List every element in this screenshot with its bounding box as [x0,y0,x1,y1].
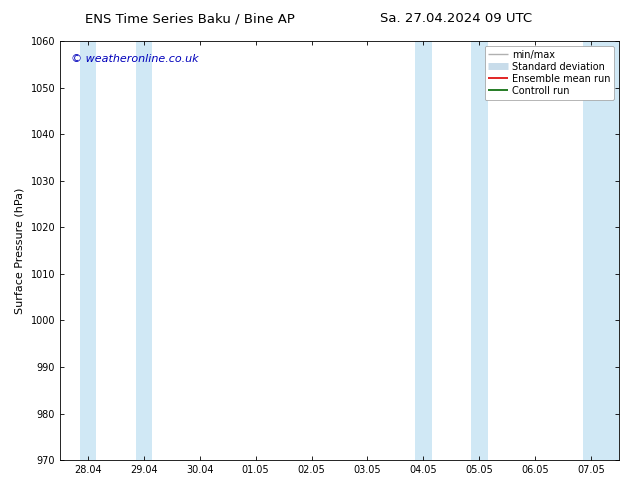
Text: © weatheronline.co.uk: © weatheronline.co.uk [71,53,199,64]
Bar [583,41,619,460]
Legend: min/max, Standard deviation, Ensemble mean run, Controll run: min/max, Standard deviation, Ensemble me… [484,46,614,99]
Bar [80,41,96,460]
Bar [415,41,432,460]
Y-axis label: Surface Pressure (hPa): Surface Pressure (hPa) [15,187,25,314]
Text: Sa. 27.04.2024 09 UTC: Sa. 27.04.2024 09 UTC [380,12,533,25]
Bar [471,41,488,460]
Bar [136,41,152,460]
Text: ENS Time Series Baku / Bine AP: ENS Time Series Baku / Bine AP [85,12,295,25]
